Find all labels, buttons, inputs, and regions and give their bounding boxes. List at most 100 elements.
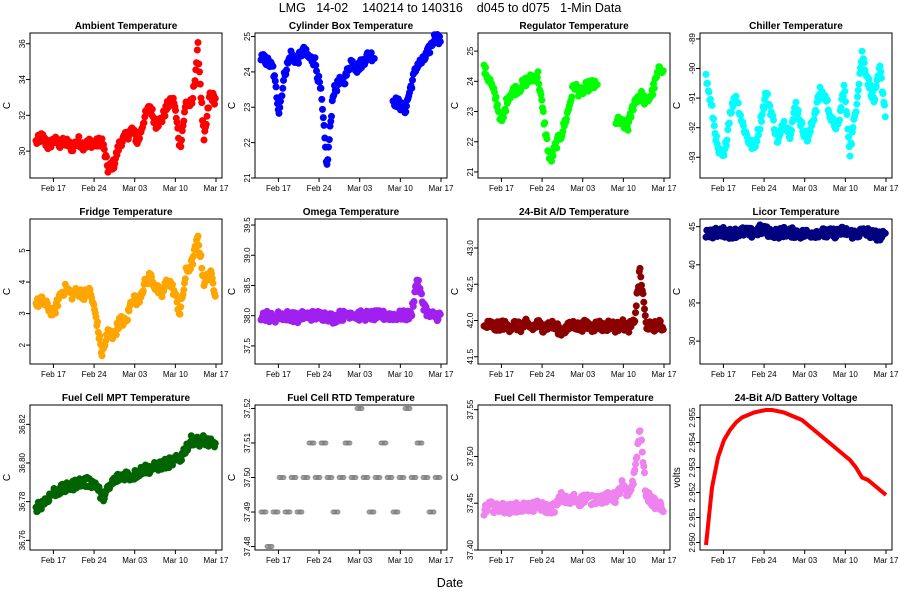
data-point: [198, 264, 206, 272]
data-point: [482, 64, 489, 72]
panel-5: Fridge Temperature Feb 17 Feb 24 Mar 03 Mar …: [2, 207, 229, 379]
data-point: [401, 475, 407, 480]
x-tick-label: Mar 10: [611, 556, 636, 565]
panel-4: Chiller Temperature Feb 17 Feb 24 Mar 03 Mar…: [672, 21, 899, 193]
plot-frame: [254, 218, 448, 365]
x-tick-label: Feb 24: [307, 184, 332, 193]
data-point: [629, 480, 637, 488]
data-point: [632, 309, 639, 317]
data-point: [318, 95, 326, 103]
panel-12: 24-Bit A/D Battery Voltage Feb 17 Feb 24 Ma…: [672, 393, 899, 565]
data-point: [211, 95, 219, 102]
data-point: [728, 108, 735, 116]
y-tick-label: 32: [18, 110, 27, 119]
data-point: [263, 509, 269, 515]
data-point: [632, 302, 640, 310]
data-point: [349, 57, 356, 65]
x-tick-label: Mar 03: [347, 370, 372, 379]
x-tick-label: Mar 10: [163, 184, 188, 193]
data-point: [541, 119, 549, 127]
y-tick-label: 37.50: [243, 467, 252, 488]
y-axis-label: volts: [672, 467, 683, 488]
x-tick-label: Mar 03: [122, 556, 147, 565]
data-point: [407, 406, 413, 411]
data-point: [641, 312, 649, 320]
data-point: [281, 475, 287, 480]
y-tick-label: 4: [18, 279, 27, 284]
x-tick-label: Feb 17: [41, 184, 66, 193]
y-axis-label: C: [672, 102, 683, 109]
data-point: [103, 153, 110, 161]
data-point: [798, 120, 806, 127]
data-point: [189, 94, 197, 102]
series-line: [704, 408, 888, 546]
x-tick-label: Mar 17: [204, 184, 229, 193]
y-tick-label: 40: [688, 260, 697, 269]
y-tick-label: 2.953: [688, 457, 697, 478]
data-point: [633, 453, 641, 461]
data-point: [211, 439, 219, 447]
panel-title: 24-Bit A/D Temperature: [519, 207, 629, 218]
data-point: [329, 475, 335, 480]
data-point: [139, 287, 147, 295]
y-tick-label: -92: [688, 121, 697, 133]
plot-frame: [699, 32, 893, 179]
y-tick-label: 2: [18, 342, 27, 347]
y-tick-label: 39.0: [243, 247, 252, 263]
data-point: [724, 126, 732, 134]
x-tick-label: Mar 17: [204, 370, 229, 379]
data-point: [276, 104, 284, 111]
panel-11: Fuel Cell Thermistor Temperature Feb 17 Fe…: [450, 393, 677, 565]
data-point: [500, 113, 507, 121]
data-point: [753, 137, 761, 145]
data-point: [637, 273, 645, 281]
data-point: [631, 466, 639, 474]
data-point: [324, 156, 332, 164]
data-point: [209, 279, 217, 287]
data-point: [140, 119, 148, 127]
plot-frame: [29, 218, 223, 365]
y-tick-label: 24: [243, 67, 252, 76]
x-tick-label: Mar 10: [611, 370, 636, 379]
data-point: [766, 102, 774, 110]
y-tick-label: 37.55: [466, 399, 475, 420]
data-point: [413, 475, 419, 480]
x-tick-label: Mar 03: [792, 556, 817, 565]
data-point: [563, 115, 570, 123]
data-point: [359, 406, 365, 411]
y-tick-label: 42.0: [466, 312, 475, 328]
y-tick-label: 34: [18, 75, 27, 84]
data-point: [794, 107, 802, 114]
data-point: [760, 105, 768, 113]
data-point: [305, 475, 311, 480]
x-tick-label: Feb 17: [489, 556, 514, 565]
x-tick-label: Feb 24: [82, 556, 107, 565]
data-point: [211, 100, 218, 108]
data-point: [877, 68, 885, 76]
data-point: [810, 116, 818, 123]
data-point: [881, 101, 888, 109]
plot-frame: [699, 404, 893, 551]
x-tick-label: Mar 03: [570, 370, 595, 379]
plot-frame: [254, 32, 448, 179]
data-point: [713, 132, 720, 140]
x-tick-label: Feb 17: [489, 370, 514, 379]
x-tick-label: Mar 17: [874, 184, 899, 193]
data-point: [639, 290, 647, 298]
data-point: [534, 68, 542, 76]
data-point: [842, 98, 849, 106]
data-point: [650, 84, 658, 92]
x-tick-label: Mar 03: [122, 370, 147, 379]
y-tick-label: 23: [466, 107, 475, 116]
data-point: [190, 252, 197, 260]
y-axis-label: C: [672, 288, 683, 295]
data-point: [96, 332, 104, 340]
y-axis-label: C: [2, 102, 13, 109]
plot-frame: [477, 218, 671, 365]
data-point: [191, 77, 199, 85]
data-point: [702, 70, 710, 78]
data-point: [852, 108, 860, 116]
data-point: [837, 104, 845, 111]
data-point: [812, 108, 820, 116]
y-tick-label: 23: [243, 102, 252, 111]
